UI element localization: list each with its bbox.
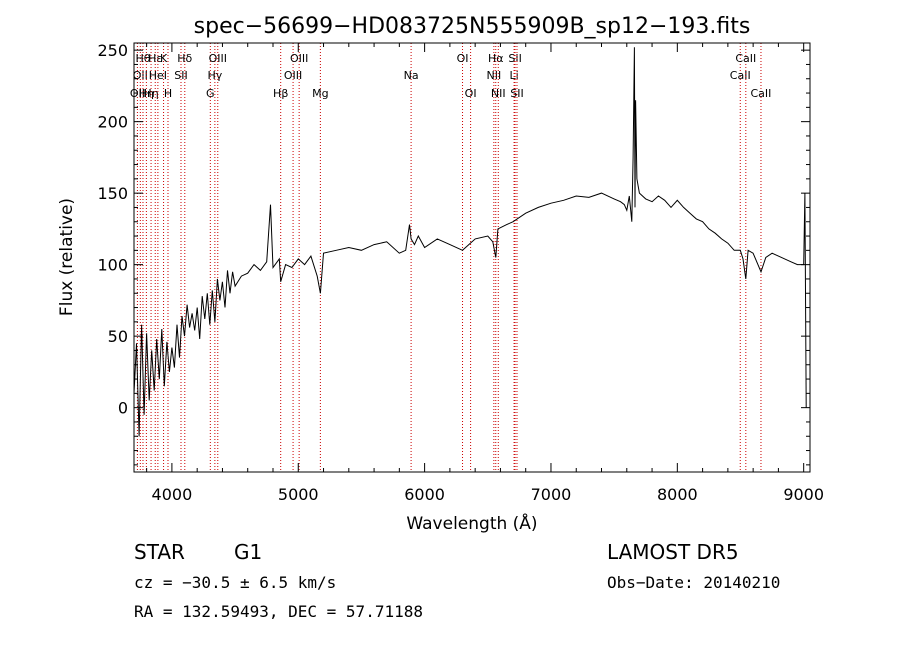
- marker-label: CaII: [735, 52, 756, 65]
- marker-label: H: [164, 87, 172, 100]
- plot-frame: [133, 42, 811, 473]
- marker-label: CaII: [730, 69, 751, 82]
- marker-label: Hη: [143, 87, 158, 100]
- marker-label: Hδ: [177, 52, 192, 65]
- x-tick-label: 6000: [404, 485, 445, 504]
- y-tick-label: 100: [97, 256, 128, 275]
- spectrum-series-line: [133, 47, 807, 437]
- axes: 4000 5000 6000 7000 8000 9000 0 50 100 150 200 250: [97, 41, 824, 504]
- x-tick-label: 7000: [531, 485, 572, 504]
- x-axis-label: Wavelength (Å): [406, 512, 537, 534]
- marker-label: Hε: [148, 52, 162, 65]
- redshift-cz: cz = −30.5 ± 6.5 km/s: [134, 573, 337, 592]
- marker-label: OI: [465, 87, 477, 100]
- marker-label: OII: [133, 69, 148, 82]
- y-tick-label: 250: [97, 41, 128, 60]
- y-tick-label: 150: [97, 184, 128, 203]
- y-axis-label: Flux (relative): [57, 198, 77, 316]
- marker-label: NII: [487, 69, 502, 82]
- spectral-line-markers: OIIOIIHθHηHηHεHeIKHSIIHδGHγOIIIHβOIIIOII…: [130, 43, 772, 472]
- survey-label: LAMOST DR5: [607, 540, 739, 564]
- marker-label: OIII: [209, 52, 227, 65]
- marker-label: SII: [174, 69, 187, 82]
- marker-label: Hη: [139, 87, 154, 100]
- marker-label: SII: [510, 87, 523, 100]
- marker-label: Hθ: [135, 52, 150, 65]
- marker-label: OIII: [284, 69, 302, 82]
- marker-label: Hβ: [273, 87, 288, 100]
- marker-label: OIII: [290, 52, 308, 65]
- marker-label: Hα: [488, 52, 504, 65]
- marker-label: G: [206, 87, 215, 100]
- y-tick-label: 50: [108, 327, 128, 346]
- marker-label: Mg: [312, 87, 328, 100]
- marker-label: CaII: [751, 87, 772, 100]
- observation-date: Obs−Date: 20140210: [607, 573, 781, 592]
- marker-label: Na: [404, 69, 419, 82]
- marker-label: K: [160, 52, 168, 65]
- x-tick-label: 5000: [278, 485, 319, 504]
- marker-label: Hγ: [207, 69, 222, 82]
- marker-label: HeI: [149, 69, 167, 82]
- y-tick-label: 200: [97, 113, 128, 132]
- marker-label: Li: [509, 69, 518, 82]
- x-tick-label: 4000: [152, 485, 193, 504]
- object-subclass: G1: [234, 540, 263, 564]
- marker-label: NII: [491, 87, 506, 100]
- object-class: STAR: [134, 540, 185, 564]
- x-tick-label: 9000: [783, 485, 824, 504]
- marker-label: SII: [508, 52, 521, 65]
- y-tick-label: 0: [118, 399, 128, 418]
- x-tick-label: 8000: [657, 485, 698, 504]
- coordinates: RA = 132.59493, DEC = 57.71188: [134, 602, 423, 621]
- chart-title: spec−56699−HD083725N555909B_sp12−193.fit…: [194, 14, 751, 39]
- marker-label: OI: [457, 52, 469, 65]
